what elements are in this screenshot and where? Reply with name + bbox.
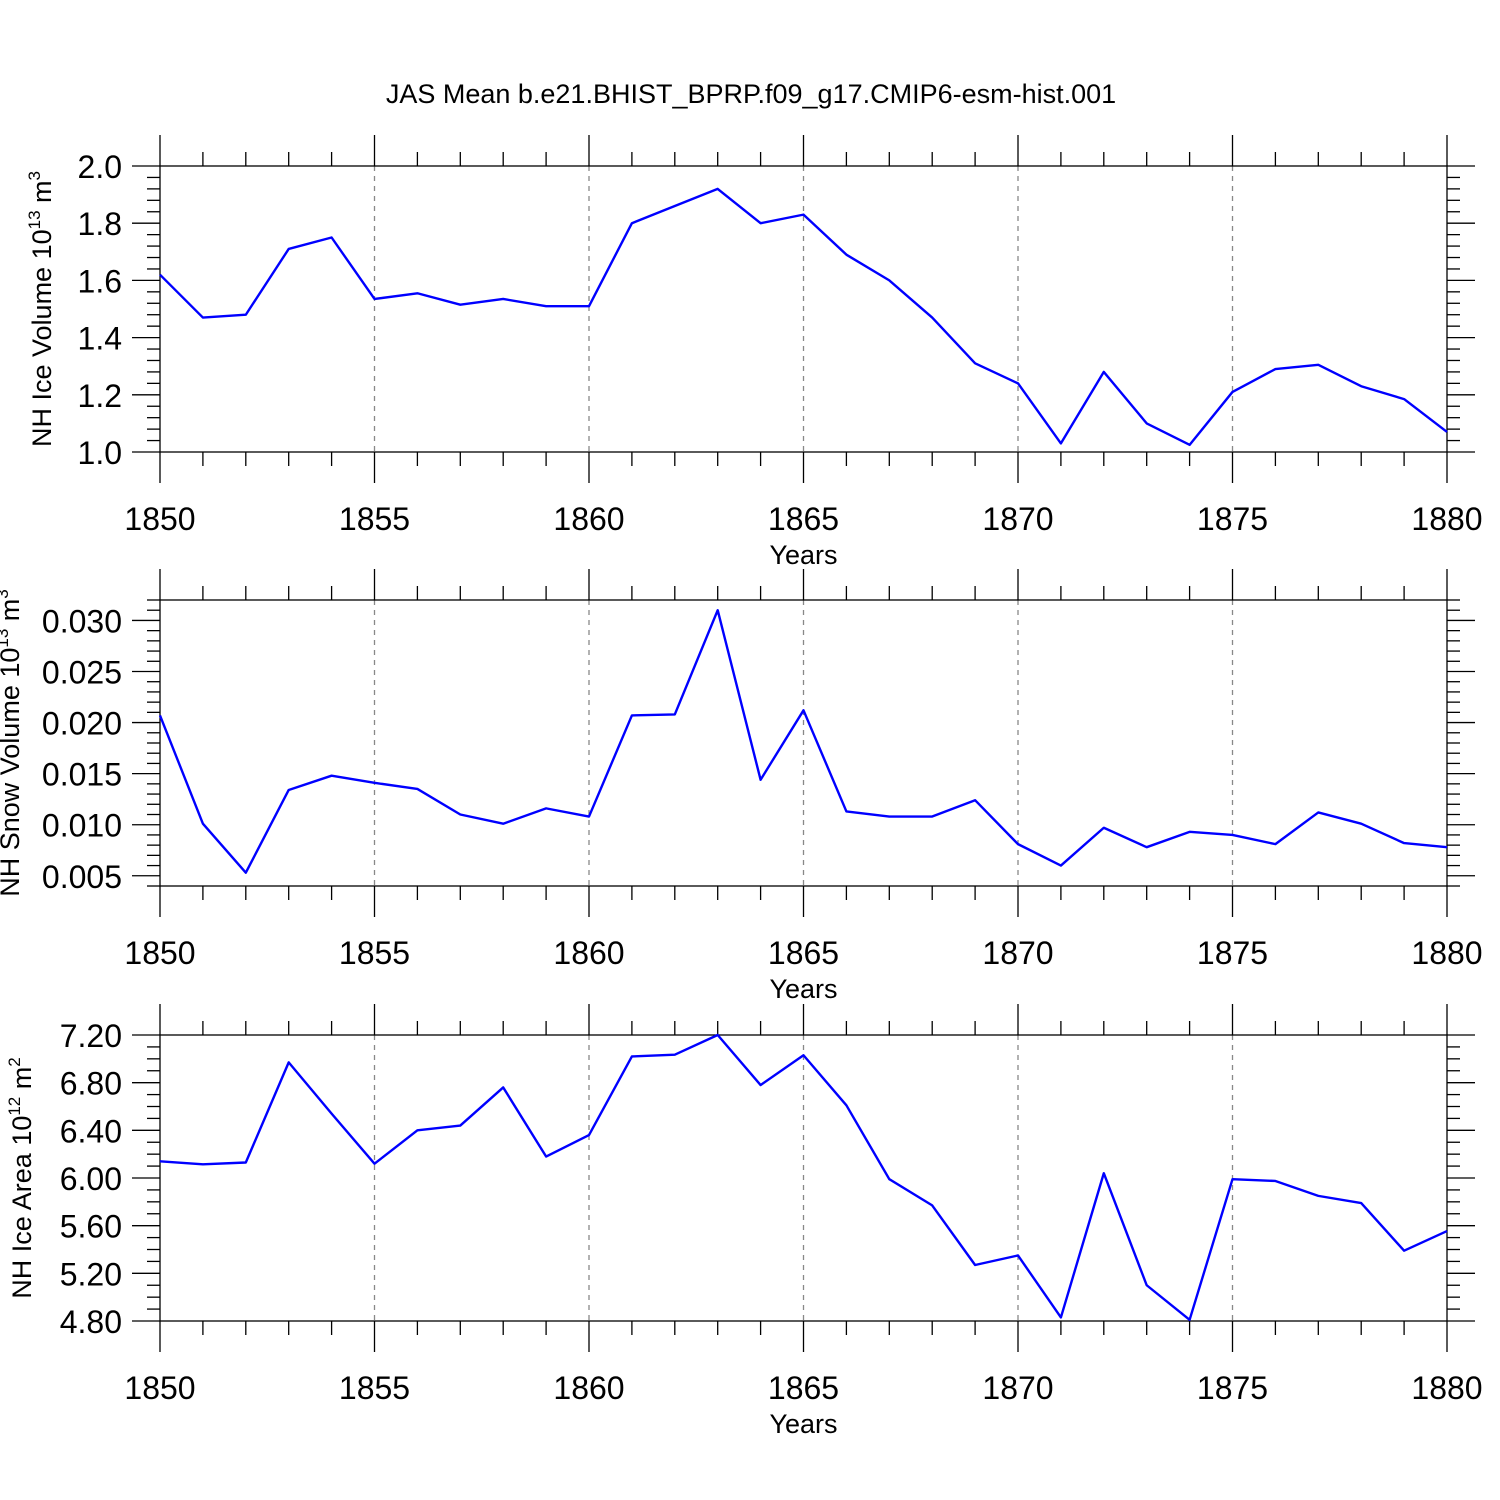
- y-tick-label: 2.0: [78, 149, 122, 185]
- x-tick-label: 1860: [553, 1370, 624, 1406]
- y-axis-label: NH Ice Area 1012 m2: [5, 1057, 37, 1298]
- y-axis-label-part: NH Ice Volume 10: [27, 229, 57, 447]
- x-tick-label: 1880: [1411, 1370, 1482, 1406]
- y-tick-label: 0.020: [42, 706, 122, 742]
- y-axis-label-part: m: [0, 599, 25, 629]
- y-tick-label: 6.80: [60, 1066, 122, 1102]
- x-tick-label: 1860: [553, 501, 624, 537]
- y-axis-label-superscript: 13: [25, 210, 44, 229]
- x-tick-label: 1855: [339, 935, 410, 971]
- x-tick-label: 1880: [1411, 935, 1482, 971]
- x-axis-label: Years: [769, 540, 837, 570]
- y-tick-label: 0.005: [42, 859, 122, 895]
- y-tick-label: 1.4: [78, 321, 122, 357]
- x-tick-label: 1855: [339, 501, 410, 537]
- x-tick-label: 1880: [1411, 501, 1482, 537]
- x-tick-label: 1850: [124, 935, 195, 971]
- x-tick-label: 1865: [768, 1370, 839, 1406]
- y-tick-label: 1.6: [78, 263, 122, 299]
- x-tick-label: 1870: [982, 1370, 1053, 1406]
- y-axis-label: NH Snow Volume 1013 m3: [0, 589, 25, 897]
- x-tick-label: 1875: [1197, 935, 1268, 971]
- x-axis-label: Years: [769, 974, 837, 1004]
- x-tick-label: 1860: [553, 935, 624, 971]
- series-line: [159, 187, 1448, 447]
- x-tick-label: 1870: [982, 935, 1053, 971]
- y-tick-label: 4.80: [60, 1304, 122, 1340]
- series-line: [159, 1033, 1448, 1322]
- x-tick-label: 1865: [768, 501, 839, 537]
- chart-panel-3: 4.80 5.20 5.60 6.00 6.40 6.80 7.20 1850 1855 1860…: [5, 1004, 1483, 1439]
- x-tick-label: 1875: [1197, 501, 1268, 537]
- y-axis-label: NH Ice Volume 1013 m3: [25, 171, 57, 447]
- x-tick-label: 1850: [124, 501, 195, 537]
- y-axis-label-superscript: 3: [0, 589, 12, 598]
- series-line: [158, 609, 1448, 874]
- y-axis-label-superscript: 2: [5, 1057, 24, 1066]
- y-axis-label-superscript: 3: [25, 171, 44, 180]
- y-axis-label-part: NH Ice Area 10: [7, 1116, 37, 1299]
- y-tick-label: 1.0: [78, 435, 122, 471]
- y-axis-label-part: m: [27, 180, 57, 210]
- y-tick-label: 6.40: [60, 1113, 122, 1149]
- x-axis-label: Years: [769, 1409, 837, 1439]
- panels: 1.0 1.2 1.4 1.6 1.8 2.0 1850 1855 1860 1865 1870 18…: [0, 135, 1483, 1439]
- chart-panel-2: 0.005 0.010 0.015 0.020 0.025 0.030 1850 1855 18…: [0, 569, 1483, 1004]
- chart-panel-1: 1.0 1.2 1.4 1.6 1.8 2.0 1850 1855 1860 1865 1870 18…: [25, 135, 1483, 570]
- y-axis-label-superscript: 12: [5, 1097, 24, 1116]
- y-tick-label: 1.8: [78, 206, 122, 242]
- x-tick-label: 1865: [768, 935, 839, 971]
- y-tick-label: 0.015: [42, 757, 122, 793]
- y-tick-label: 5.60: [60, 1209, 122, 1245]
- y-axis-label-part: NH Snow Volume 10: [0, 648, 25, 897]
- x-tick-label: 1855: [339, 1370, 410, 1406]
- y-tick-label: 0.025: [42, 655, 122, 691]
- x-tick-label: 1850: [124, 1370, 195, 1406]
- y-tick-label: 1.2: [78, 378, 122, 414]
- y-tick-label: 5.20: [60, 1256, 122, 1292]
- x-tick-label: 1875: [1197, 1370, 1268, 1406]
- y-axis-label-part: m: [7, 1067, 37, 1097]
- figure-title: JAS Mean b.e21.BHIST_BPRP.f09_g17.CMIP6-…: [386, 79, 1116, 109]
- y-tick-label: 6.00: [60, 1161, 122, 1197]
- x-tick-label: 1870: [982, 501, 1053, 537]
- y-tick-label: 0.030: [42, 603, 122, 639]
- y-axis-label-superscript: 13: [0, 629, 12, 648]
- y-tick-label: 0.010: [42, 808, 122, 844]
- y-tick-label: 7.20: [60, 1018, 122, 1054]
